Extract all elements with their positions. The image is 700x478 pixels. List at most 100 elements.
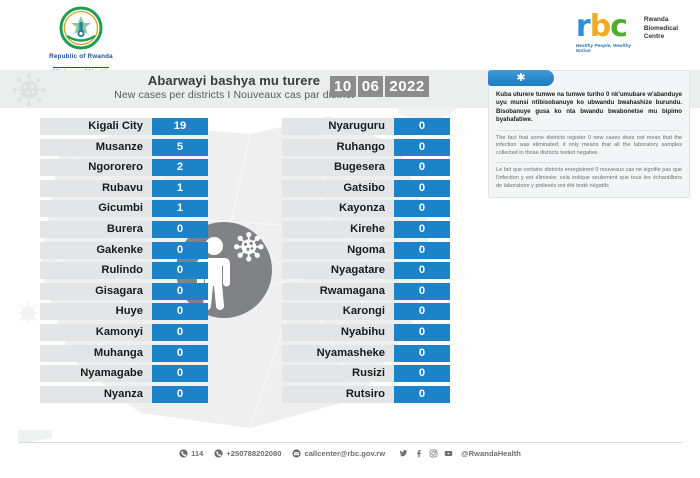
district-case-count: 0 (394, 344, 450, 362)
footer-phone-short[interactable]: 114 (179, 449, 203, 458)
district-name: Kigali City (40, 118, 152, 135)
district-case-count: 0 (394, 220, 450, 238)
district-name: Nyaruguru (282, 118, 394, 135)
note-divider-1 (496, 129, 682, 131)
district-column-left: Kigali City 19 Musanze 5 Ngororero 2 Rubavu 1 Gi… (40, 118, 208, 406)
asterisk-icon: ✱ (516, 71, 526, 84)
district-row: Musanze 5 (40, 138, 208, 156)
district-row: Rwamagana 0 (282, 282, 450, 300)
district-name: Karongi (282, 303, 394, 321)
district-row: Gakenke 0 (40, 241, 208, 259)
district-row: Gicumbi 1 (40, 200, 208, 218)
district-name: Nyamagabe (40, 365, 152, 383)
note-text-kinyarwanda: Kuba uturere tumwe na tumwe turiho 0 nk'… (496, 91, 682, 124)
twitter-icon[interactable] (399, 449, 408, 458)
district-row: Rulindo 0 (40, 262, 208, 280)
note-body: Kuba uturere tumwe na tumwe turiho 0 nk'… (489, 71, 689, 194)
rbc-tagline: Healthy People, Wealthy Nation (575, 43, 632, 53)
district-case-count: 0 (152, 220, 208, 238)
district-name: Nyagatare (282, 262, 394, 280)
note-tab: ✱ (488, 70, 554, 86)
youtube-icon[interactable] (444, 449, 453, 458)
district-row: Rutsiro 0 (282, 385, 450, 403)
district-case-count: 0 (152, 344, 208, 362)
district-name: Rulindo (40, 262, 152, 280)
district-name: Gicumbi (40, 200, 152, 218)
rbc-letter-r: r (575, 9, 591, 44)
district-row: Nyamagabe 0 (40, 365, 208, 383)
note-text-english: The fact that some districts register 0 … (496, 134, 682, 156)
logo-bar: Republic of Rwanda Ministry of Health rb… (0, 0, 700, 76)
district-row: Nyanza 0 (40, 385, 208, 403)
district-case-count: 0 (394, 179, 450, 197)
district-case-count: 0 (394, 303, 450, 321)
footer-phone-short-label: 114 (191, 449, 204, 458)
footer-email-label: callcenter@rbc.gov.rw (304, 449, 386, 458)
district-row: Ngoma 0 (282, 241, 450, 259)
rbc-name-line2: Biomedical (643, 24, 678, 32)
district-row: Kirehe 0 (282, 220, 450, 238)
district-name: Nyabihu (282, 323, 394, 341)
report-date: 10 06 2022 (330, 76, 429, 97)
district-case-count: 0 (152, 241, 208, 259)
district-name: Gakenke (40, 241, 152, 259)
footer-email[interactable]: callcenter@rbc.gov.rw (292, 449, 385, 458)
district-name: Musanze (40, 138, 152, 156)
district-row: Ngororero 2 (40, 159, 208, 177)
footer-phone-long[interactable]: +250788202080 (214, 449, 281, 458)
page-title: Abarwayi bashya mu turere (147, 73, 321, 88)
rwanda-coat-of-arms-icon (58, 6, 104, 52)
district-row: Nyaruguru 0 (282, 118, 450, 135)
district-case-count: 0 (152, 303, 208, 321)
district-name: Rusizi (282, 365, 394, 383)
district-case-count: 0 (394, 159, 450, 177)
facebook-icon[interactable] (414, 449, 423, 458)
district-row: Burera 0 (40, 220, 208, 238)
district-case-count: 0 (394, 385, 450, 403)
district-case-count: 0 (394, 262, 450, 280)
ministry-of-health-logo: Republic of Rwanda Ministry of Health (26, 6, 136, 79)
district-row: Gatsibo 0 (282, 179, 450, 197)
district-case-count: 2 (152, 159, 208, 177)
page-subtitle: New cases per districts I Nouveaux cas p… (114, 89, 354, 101)
district-row: Kayonza 0 (282, 200, 450, 218)
district-name: Ngoma (282, 241, 394, 259)
district-case-count: 0 (394, 241, 450, 259)
district-row: Gisagara 0 (40, 282, 208, 300)
virus-icon (234, 232, 264, 262)
district-case-count: 0 (394, 365, 450, 383)
district-name: Ruhango (282, 138, 394, 156)
district-name: Kamonyi (40, 323, 152, 341)
district-name: Rutsiro (282, 385, 394, 403)
district-name: Ngororero (40, 159, 152, 177)
district-case-count: 0 (152, 282, 208, 300)
district-name: Gatsibo (282, 179, 394, 197)
district-case-count: 0 (152, 262, 208, 280)
social-links: @RwandaHealth (399, 449, 521, 458)
district-case-count: 0 (394, 282, 450, 300)
note-text-french: Le fait que certains districts enregistr… (496, 167, 682, 189)
district-case-count: 0 (394, 323, 450, 341)
district-case-count: 19 (152, 118, 208, 135)
rbc-logo: rbc Healthy People, Wealthy Nation Rwand… (575, 9, 678, 54)
rbc-wordmark: rbc Healthy People, Wealthy Nation (575, 9, 638, 54)
rbc-name-line1: Rwanda (643, 16, 669, 23)
district-case-count: 1 (152, 200, 208, 218)
district-case-count: 0 (152, 365, 208, 383)
district-name: Gisagara (40, 282, 152, 300)
district-name: Burera (40, 220, 152, 238)
district-row: Kigali City 19 (40, 118, 208, 135)
district-row: Bugesera 0 (282, 159, 450, 177)
district-case-count: 0 (152, 323, 208, 341)
email-icon (292, 449, 302, 458)
district-name: Kirehe (282, 220, 394, 238)
instagram-icon[interactable] (429, 449, 438, 458)
district-row: Ruhango 0 (282, 138, 450, 156)
district-case-count: 0 (394, 138, 450, 156)
district-case-count: 1 (152, 179, 208, 197)
virus-decoration-icon (12, 73, 46, 112)
rbc-letter-b: b (589, 9, 612, 44)
district-name: Bugesera (282, 159, 394, 177)
district-name: Rwamagana (282, 282, 394, 300)
district-name: Kayonza (282, 200, 394, 218)
